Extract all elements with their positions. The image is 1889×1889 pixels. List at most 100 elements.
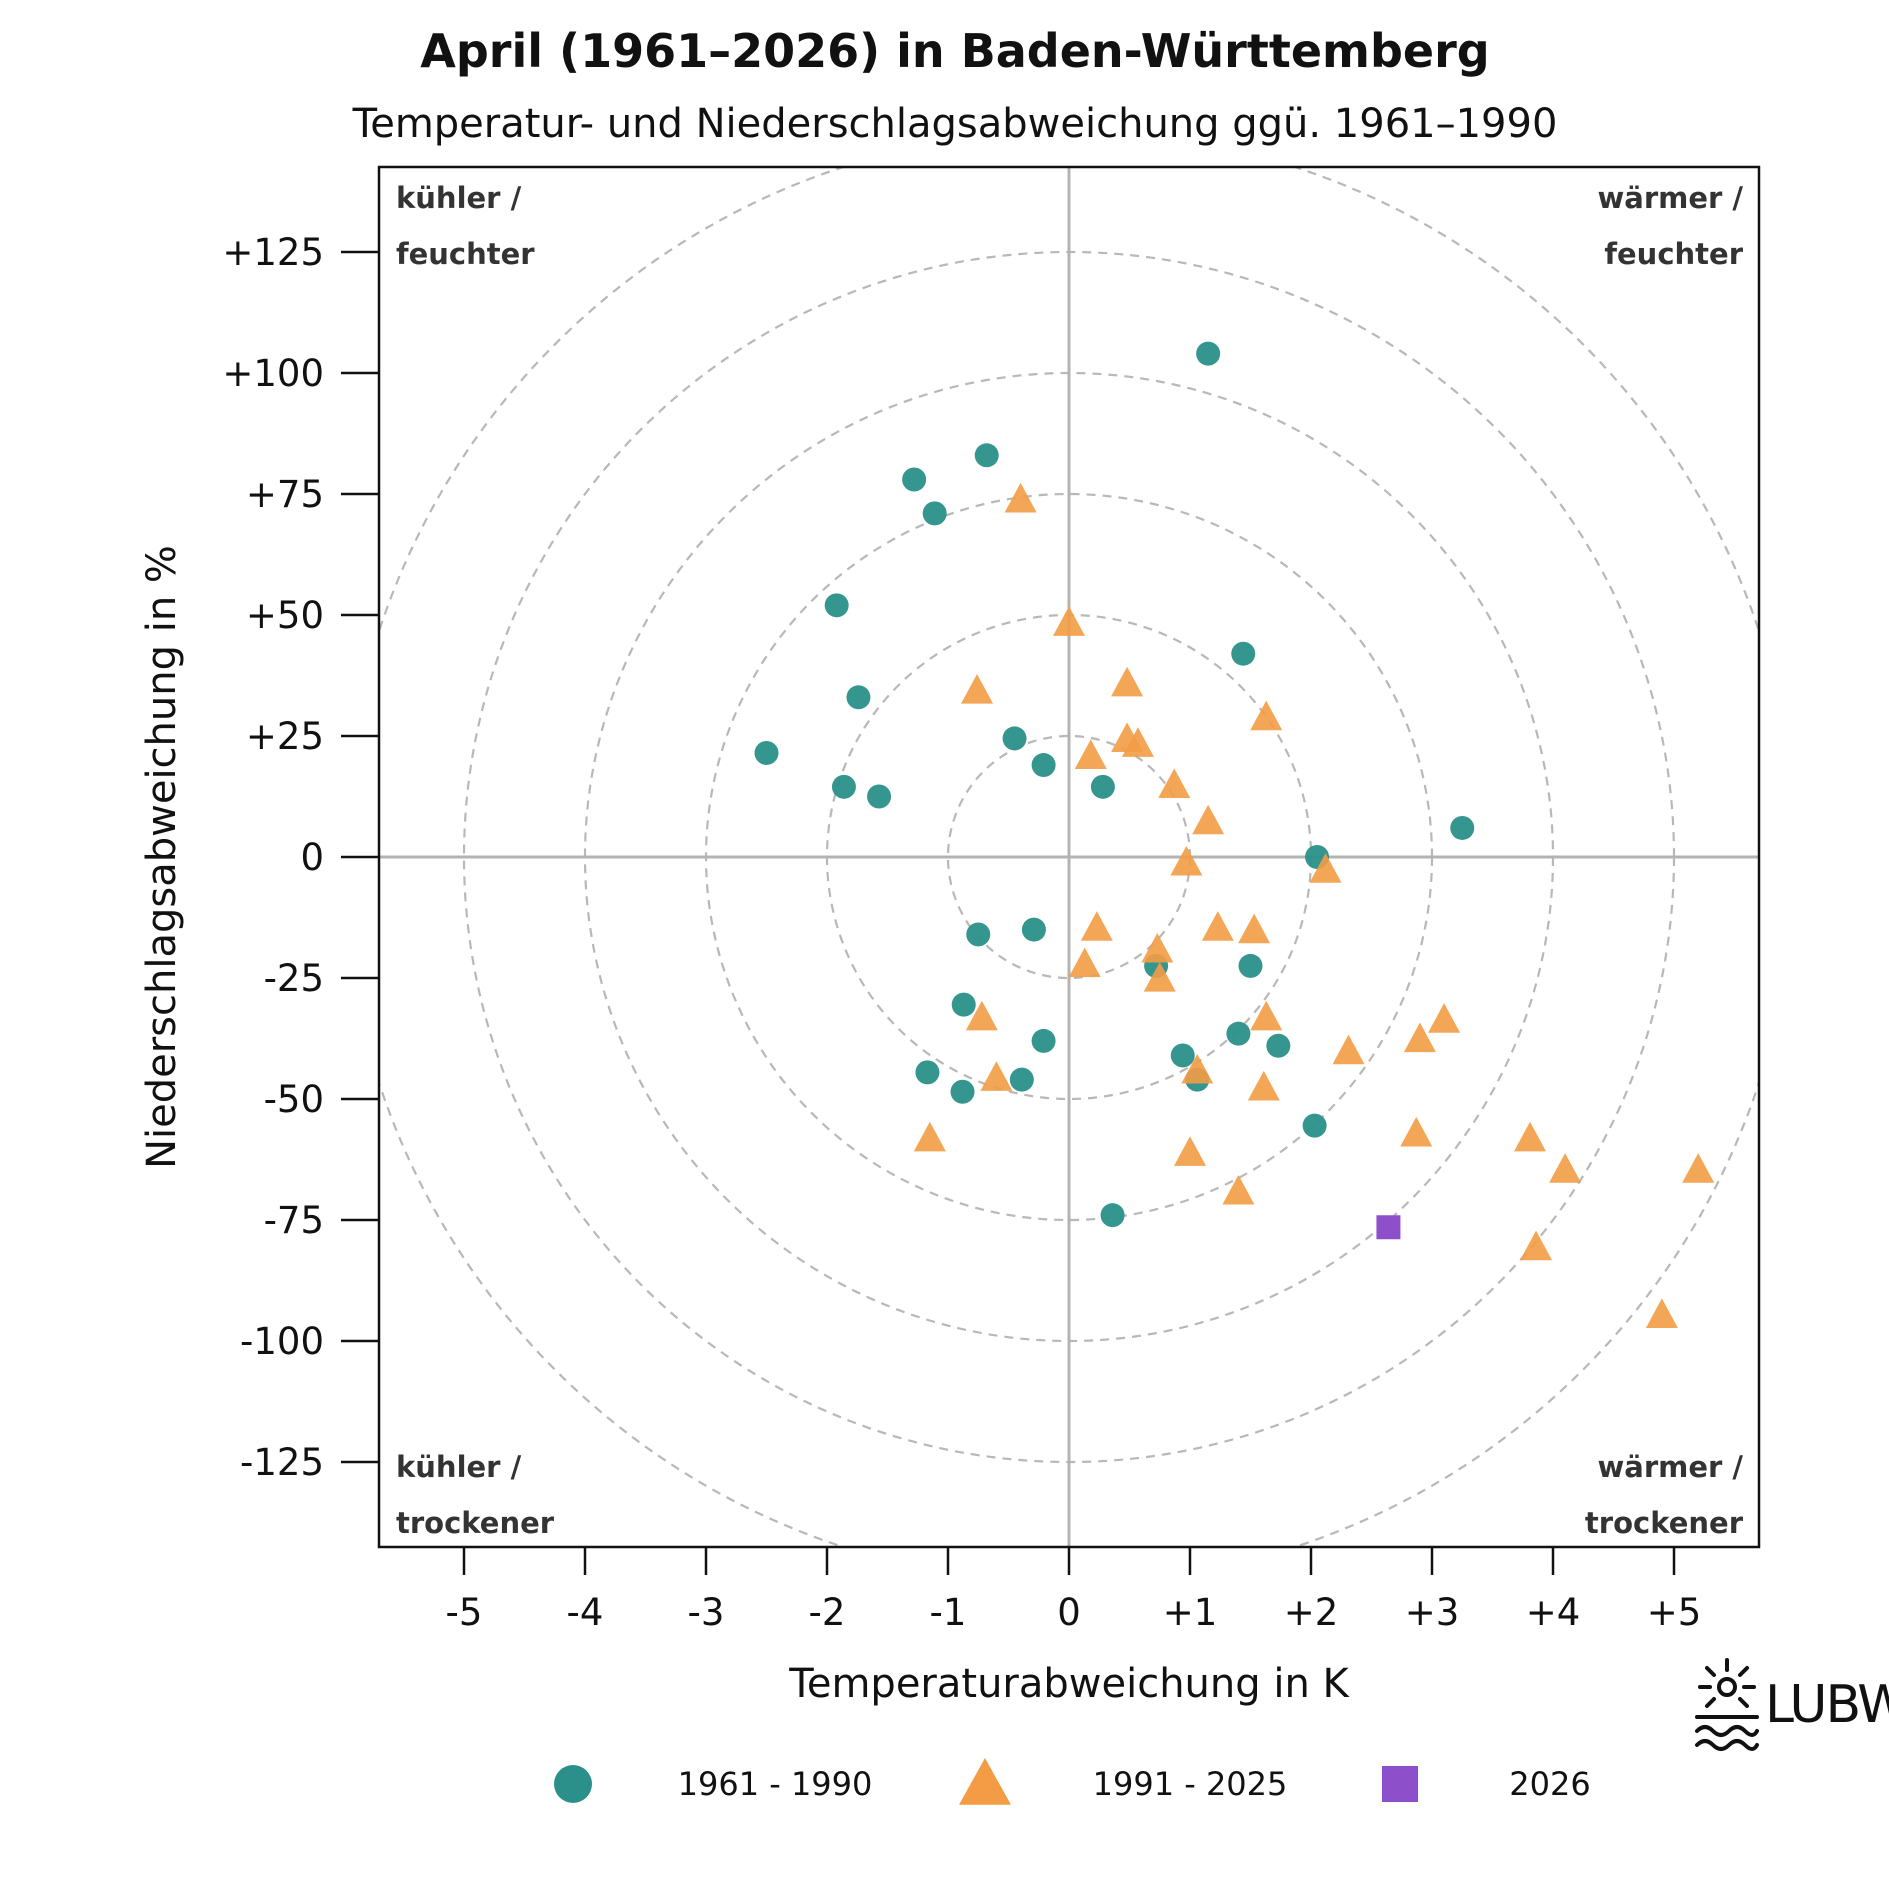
data-point-triangle xyxy=(1068,947,1101,978)
data-point-circle xyxy=(867,784,892,809)
quadrant-bottom-left-line1: kühler / xyxy=(396,1450,522,1484)
data-point-triangle xyxy=(1238,913,1271,944)
data-markers xyxy=(754,341,1715,1328)
y-tick-label: -125 xyxy=(240,1441,324,1484)
data-point-triangle xyxy=(1141,932,1174,963)
y-tick-label: +125 xyxy=(222,231,324,274)
data-point-triangle xyxy=(1121,727,1154,757)
y-tick-label: +100 xyxy=(222,352,324,395)
data-point-circle xyxy=(966,922,991,947)
data-point-triangle xyxy=(1080,911,1113,941)
x-tick-label: -1 xyxy=(930,1591,967,1634)
data-point-triangle xyxy=(1514,1121,1547,1152)
data-point-triangle xyxy=(1520,1230,1553,1261)
data-point-triangle xyxy=(913,1121,946,1152)
data-point-circle xyxy=(1002,726,1027,751)
data-point-square xyxy=(1376,1215,1401,1240)
quadrant-bottom-left-line2: trockener xyxy=(396,1506,555,1540)
data-point-triangle xyxy=(1201,911,1234,941)
legend-label: 1991 - 2025 xyxy=(1093,1765,1288,1803)
data-point-triangle xyxy=(1222,1174,1255,1205)
data-point-triangle xyxy=(1170,845,1203,876)
y-tick-label: -75 xyxy=(264,1199,324,1242)
data-point-circle xyxy=(1170,1043,1195,1068)
data-point-triangle xyxy=(1111,666,1144,697)
data-point-triangle xyxy=(961,674,994,704)
data-point-triangle xyxy=(965,1000,998,1031)
data-point-triangle xyxy=(1400,1116,1433,1147)
data-point-circle xyxy=(1090,774,1115,799)
y-tick-label: +50 xyxy=(246,594,324,637)
data-point-circle xyxy=(754,740,779,765)
data-point-circle xyxy=(1302,1113,1327,1138)
quadrant-top-left-line1: kühler / xyxy=(396,181,522,215)
data-point-triangle xyxy=(1158,768,1191,798)
y-tick-label: -50 xyxy=(264,1078,324,1121)
x-tick-label: 0 xyxy=(1057,1591,1081,1634)
data-point-circle xyxy=(1231,641,1256,666)
data-point-circle xyxy=(1226,1021,1251,1046)
x-tick-label: +2 xyxy=(1284,1591,1339,1634)
data-point-triangle xyxy=(1247,1070,1280,1101)
data-point-triangle xyxy=(1682,1153,1715,1183)
y-tick-label: -25 xyxy=(264,957,324,1000)
data-point-triangle xyxy=(1309,853,1342,883)
data-point-triangle xyxy=(1143,962,1176,992)
data-point-triangle xyxy=(1332,1034,1365,1065)
data-point-triangle xyxy=(1074,739,1107,769)
lubw-logo: LUBW xyxy=(1695,1658,1889,1751)
legend-marker-triangle xyxy=(959,1758,1011,1805)
x-tick-label: +3 xyxy=(1405,1591,1460,1634)
data-point-circle xyxy=(1031,753,1056,778)
data-point-triangle xyxy=(1004,482,1037,513)
lubw-logo-text: LUBW xyxy=(1765,1675,1889,1735)
legend-item: 1961 - 1990 xyxy=(554,1765,872,1803)
data-point-circle xyxy=(1238,953,1263,978)
data-point-circle xyxy=(902,467,927,492)
x-tick-label: -4 xyxy=(567,1591,604,1634)
data-point-triangle xyxy=(1250,700,1283,731)
chart-title: April (1961–2026) in Baden-Württemberg xyxy=(420,24,1489,78)
data-point-triangle xyxy=(1174,1136,1206,1166)
quadrant-label-bottom-right: wärmer / trockener xyxy=(1585,1450,1744,1540)
legend-marker-square xyxy=(1382,1766,1418,1802)
y-axis: +125 +100 +75 +50 +25 0 -25 -50 -75 -100 -125 xyxy=(222,231,379,1484)
quadrant-label-top-right: wärmer / feuchter xyxy=(1597,181,1743,271)
data-point-triangle xyxy=(1192,804,1225,835)
quadrant-top-left-line2: feuchter xyxy=(396,237,535,271)
quadrant-top-right-line1: wärmer / xyxy=(1597,181,1743,215)
data-point-triangle xyxy=(1053,606,1085,636)
data-point-triangle xyxy=(1645,1298,1678,1328)
y-tick-label: -100 xyxy=(240,1320,324,1363)
data-point-triangle xyxy=(980,1061,1013,1091)
data-point-triangle xyxy=(1403,1022,1436,1053)
x-tick-label: +1 xyxy=(1163,1591,1218,1634)
y-axis-label: Niederschlagsabweichung in % xyxy=(139,545,185,1169)
lubw-sun-wave-icon xyxy=(1695,1658,1759,1751)
plot-area: kühler / feuchter wärmer / feuchter kühl… xyxy=(377,165,1761,1549)
data-point-circle xyxy=(1196,341,1221,366)
quadrant-label-bottom-left: kühler / trockener xyxy=(396,1450,555,1540)
x-tick-label: -5 xyxy=(446,1591,483,1634)
data-point-circle xyxy=(831,774,856,799)
legend: 1961 - 1990 1991 - 2025 2026 xyxy=(554,1758,1591,1805)
data-point-circle xyxy=(974,443,999,468)
y-tick-label: +25 xyxy=(246,715,324,758)
quadrant-label-top-left: kühler / feuchter xyxy=(396,181,535,271)
quadrant-bottom-right-line2: trockener xyxy=(1585,1506,1744,1540)
data-point-circle xyxy=(1450,815,1475,840)
data-point-triangle xyxy=(1181,1053,1214,1084)
data-point-circle xyxy=(950,1079,975,1104)
x-tick-label: -2 xyxy=(809,1591,846,1634)
data-point-circle xyxy=(1100,1203,1125,1228)
data-point-circle xyxy=(915,1060,940,1085)
y-tick-label: 0 xyxy=(300,836,324,879)
data-point-circle xyxy=(1266,1033,1291,1058)
legend-marker-circle xyxy=(554,1765,592,1803)
x-axis-label: Temperaturabweichung in K xyxy=(788,1661,1350,1707)
data-point-circle xyxy=(951,992,976,1017)
data-point-circle xyxy=(824,593,849,618)
quadrant-top-right-line2: feuchter xyxy=(1604,237,1743,271)
chart-subtitle: Temperatur- und Niederschlagsabweichung … xyxy=(352,101,1558,147)
